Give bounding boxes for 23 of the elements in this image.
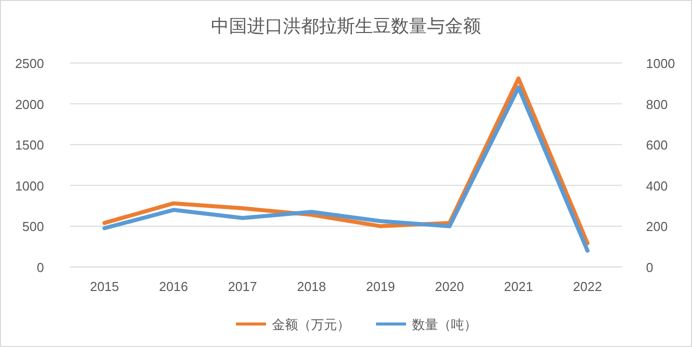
y-tick-label: 2000 bbox=[15, 96, 44, 112]
x-tick-label: 2022 bbox=[573, 279, 602, 294]
x-tick-label: 2021 bbox=[504, 279, 533, 294]
x-tick-label: 2019 bbox=[366, 279, 395, 294]
x-tick-label: 2017 bbox=[228, 279, 257, 294]
y-tick-label: 1500 bbox=[15, 138, 44, 153]
y2-tick-label: 200 bbox=[646, 219, 668, 234]
y-tick-label: 0 bbox=[36, 260, 44, 275]
y2-tick-label: 600 bbox=[646, 138, 668, 153]
x-tick-label: 2018 bbox=[297, 279, 326, 294]
legend-label: 金额（万元） bbox=[272, 317, 350, 332]
y2-tick-label: 400 bbox=[646, 178, 668, 194]
y-tick-label: 500 bbox=[22, 219, 44, 234]
x-tick-label: 2020 bbox=[435, 279, 464, 294]
y2-tick-label: 1000 bbox=[646, 56, 675, 71]
y-tick-label: 1000 bbox=[15, 178, 44, 194]
legend-label: 数量（吨） bbox=[412, 317, 477, 332]
y2-tick-label: 0 bbox=[646, 260, 654, 275]
x-tick-label: 2015 bbox=[90, 279, 119, 294]
x-tick-label: 2016 bbox=[159, 279, 188, 294]
chart-title: 中国进口洪都拉斯生豆数量与金额 bbox=[211, 16, 481, 36]
y2-tick-label: 800 bbox=[646, 96, 668, 112]
y-tick-label: 2500 bbox=[15, 56, 44, 71]
